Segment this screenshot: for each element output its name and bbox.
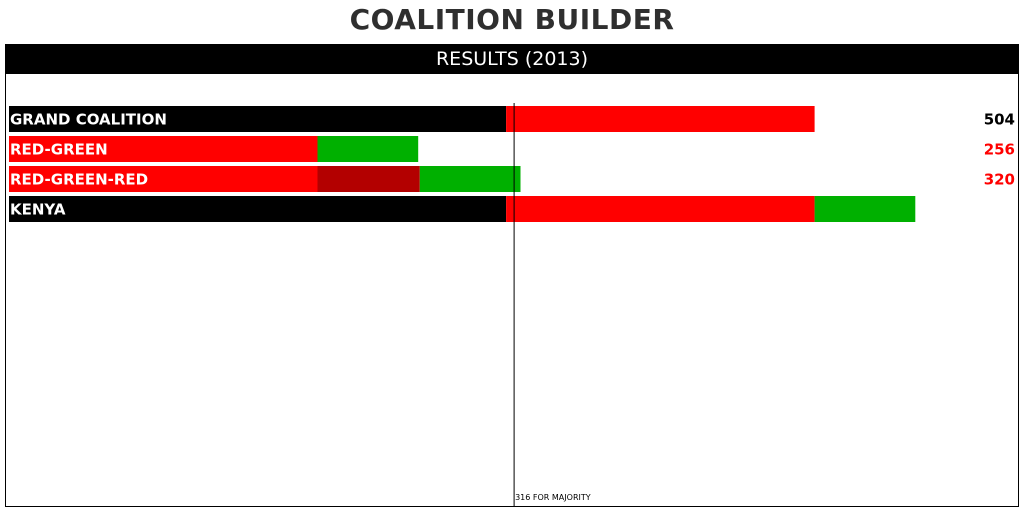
bar-segment-red-green-red-1	[9, 166, 318, 192]
coalition-total-kenya: 567	[984, 201, 1015, 219]
coalition-row-grand-coalition[interactable]: GRAND COALITION 504	[9, 106, 1015, 132]
coalition-total-red-green: 256	[984, 141, 1015, 159]
coalition-chart: GRAND COALITION 504 RED-GREEN 256 RED-GREEN-…	[9, 103, 1015, 506]
bar-segment-kenya-3	[814, 196, 916, 222]
results-panel: GRAND COALITION 504 RED-GREEN 256 RED-GREEN-…	[5, 44, 1019, 507]
bar-segment-red-green-red-2	[317, 166, 420, 192]
coalition-total-red-green-red: 320	[984, 171, 1015, 189]
bar-segment-grand-coalition-1	[9, 106, 507, 132]
bar-segment-kenya-2	[506, 196, 815, 222]
coalition-label-red-green-red: RED-GREEN-RED	[10, 171, 148, 189]
bar-segment-red-green-1	[9, 136, 318, 162]
coalition-total-grand-coalition: 504	[984, 111, 1015, 129]
results-header: RESULTS (2013)	[6, 45, 1018, 74]
coalition-row-red-green[interactable]: RED-GREEN 256	[9, 136, 1015, 162]
coalition-label-grand-coalition: GRAND COALITION	[10, 111, 167, 129]
majority-label: 316 FOR MAJORITY	[515, 493, 591, 502]
coalition-row-red-green-red[interactable]: RED-GREEN-RED 320	[9, 166, 1015, 192]
coalition-label-kenya: KENYA	[10, 201, 66, 219]
app-title: COALITION BUILDER	[349, 3, 675, 36]
bar-segment-red-green-2	[317, 136, 419, 162]
coalition-row-kenya[interactable]: KENYA 567	[9, 196, 1015, 222]
coalition-label-red-green: RED-GREEN	[10, 141, 108, 159]
bar-segment-kenya-1	[9, 196, 507, 222]
bar-segment-red-green-red-3	[419, 166, 521, 192]
bar-segment-grand-coalition-2	[506, 106, 815, 132]
